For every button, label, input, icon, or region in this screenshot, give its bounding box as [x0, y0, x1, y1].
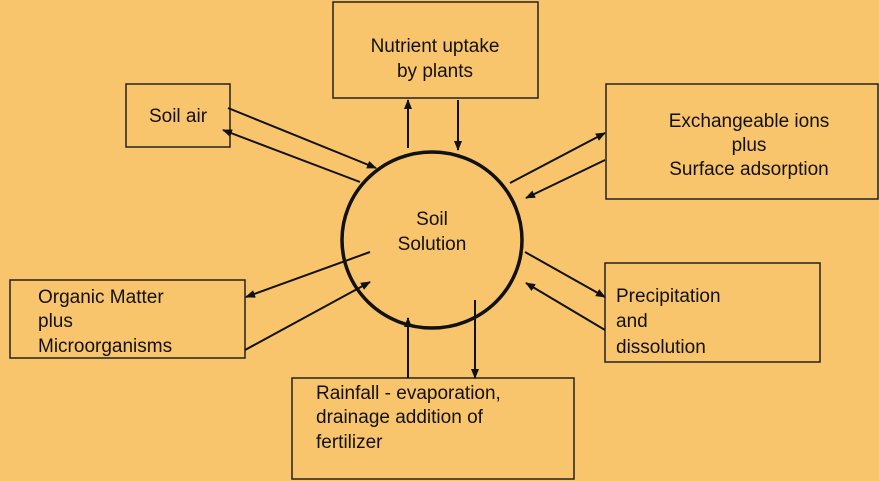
center-label: Soil — [416, 209, 448, 230]
node-label: Exchangeable ions — [669, 111, 830, 132]
node-label: Rainfall - evaporation, — [316, 383, 501, 404]
center-label: Solution — [398, 234, 467, 255]
node-label: Organic Matter — [38, 287, 164, 308]
node-label: by plants — [397, 61, 473, 82]
node-label: plus — [38, 311, 73, 332]
node-label: fertilizer — [316, 432, 383, 453]
node-label: Precipitation — [616, 286, 721, 307]
arrow — [524, 251, 606, 298]
arrow — [525, 282, 606, 331]
arrow — [525, 159, 606, 199]
soil-solution-circle — [340, 150, 524, 330]
arrow — [227, 107, 377, 169]
arrow — [244, 281, 371, 351]
soil-air-box — [125, 83, 231, 148]
arrow — [245, 251, 371, 298]
rainfall-box — [291, 377, 575, 480]
organic-box — [9, 279, 246, 359]
node-label: plus — [732, 135, 767, 156]
precipitation-box — [604, 262, 821, 363]
node-label: Soil air — [149, 106, 208, 127]
nutrient-box — [332, 1, 539, 99]
node-label: Nutrient uptake — [371, 36, 500, 57]
node-label: drainage addition of — [316, 407, 484, 428]
exchangeable-box — [605, 83, 879, 200]
arrow — [509, 132, 606, 184]
node-label: Surface adsorption — [669, 159, 829, 180]
arrow — [222, 129, 361, 183]
node-label: dissolution — [616, 337, 706, 358]
node-label: and — [616, 311, 648, 332]
node-label: Microorganisms — [38, 336, 172, 357]
